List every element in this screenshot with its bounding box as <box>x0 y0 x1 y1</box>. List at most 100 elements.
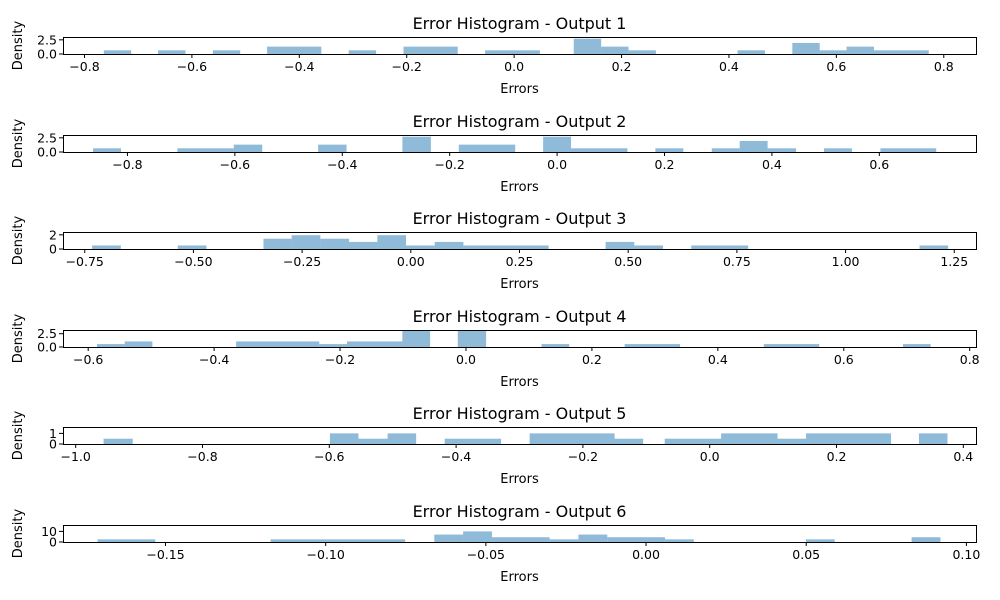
histogram-bar <box>124 341 153 347</box>
histogram-bar <box>346 341 403 347</box>
chart-title: Error Histogram - Output 6 <box>413 502 627 521</box>
histogram-bar <box>212 50 241 54</box>
x-tick-label: −0.6 <box>73 352 103 367</box>
histogram-bar <box>93 148 122 152</box>
histogram-bar <box>902 344 931 347</box>
x-axis-label: Errors <box>500 180 539 195</box>
histogram-bar <box>806 433 892 445</box>
histogram-bar <box>387 433 417 445</box>
histogram-bar <box>402 330 431 347</box>
histogram-bar <box>543 136 572 152</box>
x-tick-label: 0.05 <box>792 547 820 562</box>
x-tick-label: 0.0 <box>547 157 567 172</box>
y-tick-label: 2.5 <box>37 326 57 341</box>
y-tick-label: 1 <box>49 426 57 441</box>
histogram-bar <box>263 238 292 249</box>
x-tick-label: 0.6 <box>869 157 889 172</box>
histogram-bar <box>349 241 378 249</box>
histogram-bar <box>463 245 549 249</box>
x-tick-label: 0.6 <box>826 59 846 74</box>
x-tick-label: 0.00 <box>397 254 425 269</box>
x-tick-label: 0.0 <box>700 449 720 464</box>
plot-frame <box>63 330 977 348</box>
histogram-bar <box>92 245 121 249</box>
x-tick-label: −0.6 <box>177 59 207 74</box>
histogram-panel-6: −0.15 −0.10 −0.05 0.00 0.05 0.10 010 Error Hist… <box>11 502 980 585</box>
histogram-bar <box>628 50 656 54</box>
x-tick-label: −0.75 <box>66 254 104 269</box>
histogram-bar <box>846 46 874 54</box>
histogram-bar <box>403 46 458 54</box>
y-axis-label: Density <box>11 118 26 168</box>
x-tick-label: −0.50 <box>174 254 212 269</box>
x-tick-label: 0.0 <box>456 352 476 367</box>
histogram-bar <box>270 539 406 542</box>
x-tick-label: −0.8 <box>112 157 142 172</box>
y-tick-label: 2.5 <box>37 130 57 145</box>
x-tick-label: −0.4 <box>441 449 471 464</box>
histogram-bar <box>711 148 740 152</box>
histogram-bar <box>880 148 937 152</box>
x-tick-label: −0.4 <box>199 352 229 367</box>
histogram-bar <box>571 148 628 152</box>
x-tick-label: 0.4 <box>762 157 782 172</box>
histogram-bar <box>655 148 684 152</box>
histogram-bar <box>614 438 644 444</box>
histogram-bar <box>485 50 540 54</box>
histogram-bar <box>463 531 492 543</box>
y-tick-label: 2.5 <box>37 32 57 47</box>
histogram-bar <box>777 438 807 444</box>
x-tick-label: 0.0 <box>504 59 524 74</box>
x-tick-label: 0.2 <box>827 449 847 464</box>
y-tick-label: 0 <box>49 535 57 550</box>
x-tick-label: −0.2 <box>435 157 465 172</box>
x-tick-label: −0.8 <box>187 449 217 464</box>
histogram-bar <box>320 238 350 249</box>
x-tick-label: −0.6 <box>220 157 250 172</box>
x-tick-label: 0.6 <box>834 352 854 367</box>
x-tick-label: 1.25 <box>940 254 968 269</box>
histogram-bar <box>318 144 347 152</box>
histogram-bar <box>158 50 186 54</box>
x-tick-label: 0.50 <box>614 254 642 269</box>
x-tick-label: −0.8 <box>69 59 99 74</box>
histogram-panel-5: −1.0 −0.8 −0.6 −0.4 −0.2 0.0 0.2 0.4 01 Error His… <box>11 404 977 487</box>
x-tick-label: 0.4 <box>708 352 728 367</box>
x-tick-label: −0.4 <box>284 59 314 74</box>
histogram-bar <box>601 46 629 54</box>
x-axis-label: Errors <box>500 472 539 487</box>
x-axis-label: Errors <box>500 375 539 390</box>
histogram-panel-1: −0.8 −0.6 −0.4 −0.2 0.0 0.2 0.4 0.6 0.80.02.5Err… <box>11 14 977 97</box>
histogram-bar <box>267 46 322 54</box>
histogram-bar <box>358 438 388 444</box>
histogram-bar <box>805 539 835 542</box>
histogram-bar <box>573 38 602 54</box>
histogram-bar <box>291 235 321 249</box>
x-tick-label: 0.2 <box>612 59 632 74</box>
x-tick-label: 0.25 <box>506 254 534 269</box>
y-tick-label: 10 <box>41 524 57 539</box>
histogram-bar <box>911 537 941 542</box>
histogram-bar <box>605 241 635 249</box>
histogram-bar <box>918 433 948 445</box>
y-tick-label: 0.0 <box>37 340 57 355</box>
x-tick-label: −0.2 <box>325 352 355 367</box>
histogram-bar <box>458 144 516 152</box>
histogram-bar <box>377 235 407 249</box>
histogram-bar <box>103 50 132 54</box>
y-tick-label: 0.0 <box>37 145 57 160</box>
histogram-bar <box>233 144 263 152</box>
x-tick-label: 1.00 <box>832 254 860 269</box>
chart-title: Error Histogram - Output 1 <box>413 14 627 33</box>
histogram-panel-2: −0.8 −0.6 −0.4 −0.2 0.0 0.2 0.4 0.60.02.5Error … <box>11 112 977 195</box>
y-tick-label: 0 <box>49 242 57 257</box>
histogram-bar <box>444 438 502 444</box>
chart-title: Error Histogram - Output 4 <box>413 307 627 326</box>
histogram-bar <box>634 245 663 249</box>
chart-title: Error Histogram - Output 2 <box>413 112 627 131</box>
y-tick-label: 0 <box>49 437 57 452</box>
x-tick-label: −0.6 <box>314 449 344 464</box>
plot-frame <box>63 427 977 445</box>
x-axis-label: Errors <box>500 82 539 97</box>
